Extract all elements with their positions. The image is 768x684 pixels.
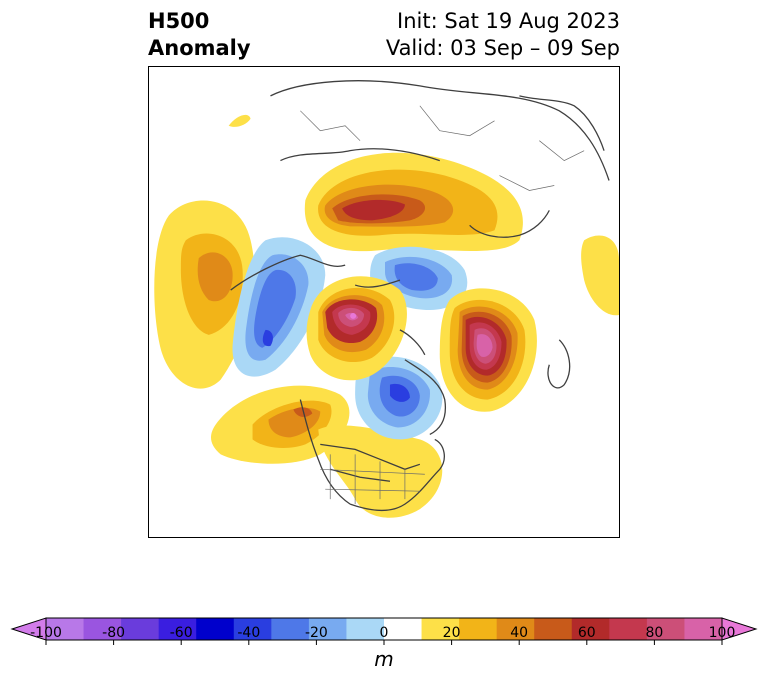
anomaly-hudson-low [355,356,443,440]
map-panel [148,66,620,538]
colorbar-tick-label: -40 [237,625,261,641]
colorbar-bin [609,618,648,640]
colorbar [10,617,758,645]
anomaly-greenland-high [439,288,537,412]
colorbar-tick-label: 40 [510,625,529,641]
colorbar-bin [196,618,235,640]
title-field: Anomaly [148,36,251,60]
colorbar-tick-label: 20 [442,625,461,641]
chart-title-right: Init: Sat 19 Aug 2023 Valid: 03 Sep – 09… [386,8,620,62]
colorbar-bin [459,618,498,640]
anomaly-nw-canada-high [306,276,407,381]
colorbar-tick-label: 100 [708,625,736,641]
colorbar-bin [346,618,385,640]
colorbar-bin [421,618,460,640]
colorbar-tick-label: 0 [379,625,389,641]
colorbar-bin [534,618,573,640]
map-borders [300,105,585,505]
colorbar-bin [308,618,347,640]
anomaly-bering-low [232,237,326,377]
colorbar-tick-label: -20 [304,625,328,641]
colorbar-bin [121,618,160,640]
title-variable: H500 [148,9,210,33]
colorbar-bin [496,618,535,640]
chart-title-left: H500 Anomaly [148,8,251,62]
colorbar-bin [384,618,423,640]
colorbar-bin [646,618,685,640]
init-date: Init: Sat 19 Aug 2023 [397,9,620,33]
colorbar-tick-label: 80 [645,625,664,641]
anomaly-small-ridge [228,114,251,127]
colorbar-tick-label: -60 [169,625,193,641]
colorbar-bin [271,618,310,640]
colorbar-bin [684,618,723,640]
anomaly-siberia-ridge [304,152,523,252]
colorbar-bin [571,618,610,640]
colorbar-tick-label: 60 [577,625,596,641]
map-coastlines [230,80,610,512]
anomaly-north-pacific-ridge [154,200,255,389]
anomaly-europe-ridge [581,235,619,316]
colorbar-bin [83,618,122,640]
colorbar-tick-label: -100 [30,625,62,641]
anomaly-west-coast-ridge [210,385,350,464]
colorbar-bin [158,618,197,640]
map-svg [154,80,619,518]
valid-date-range: Valid: 03 Sep – 09 Sep [385,36,620,60]
colorbar-tick-label: -80 [102,625,126,641]
colorbar-bin [233,618,272,640]
colorbar-bin [46,618,85,640]
colorbar-unit: m [374,647,394,671]
